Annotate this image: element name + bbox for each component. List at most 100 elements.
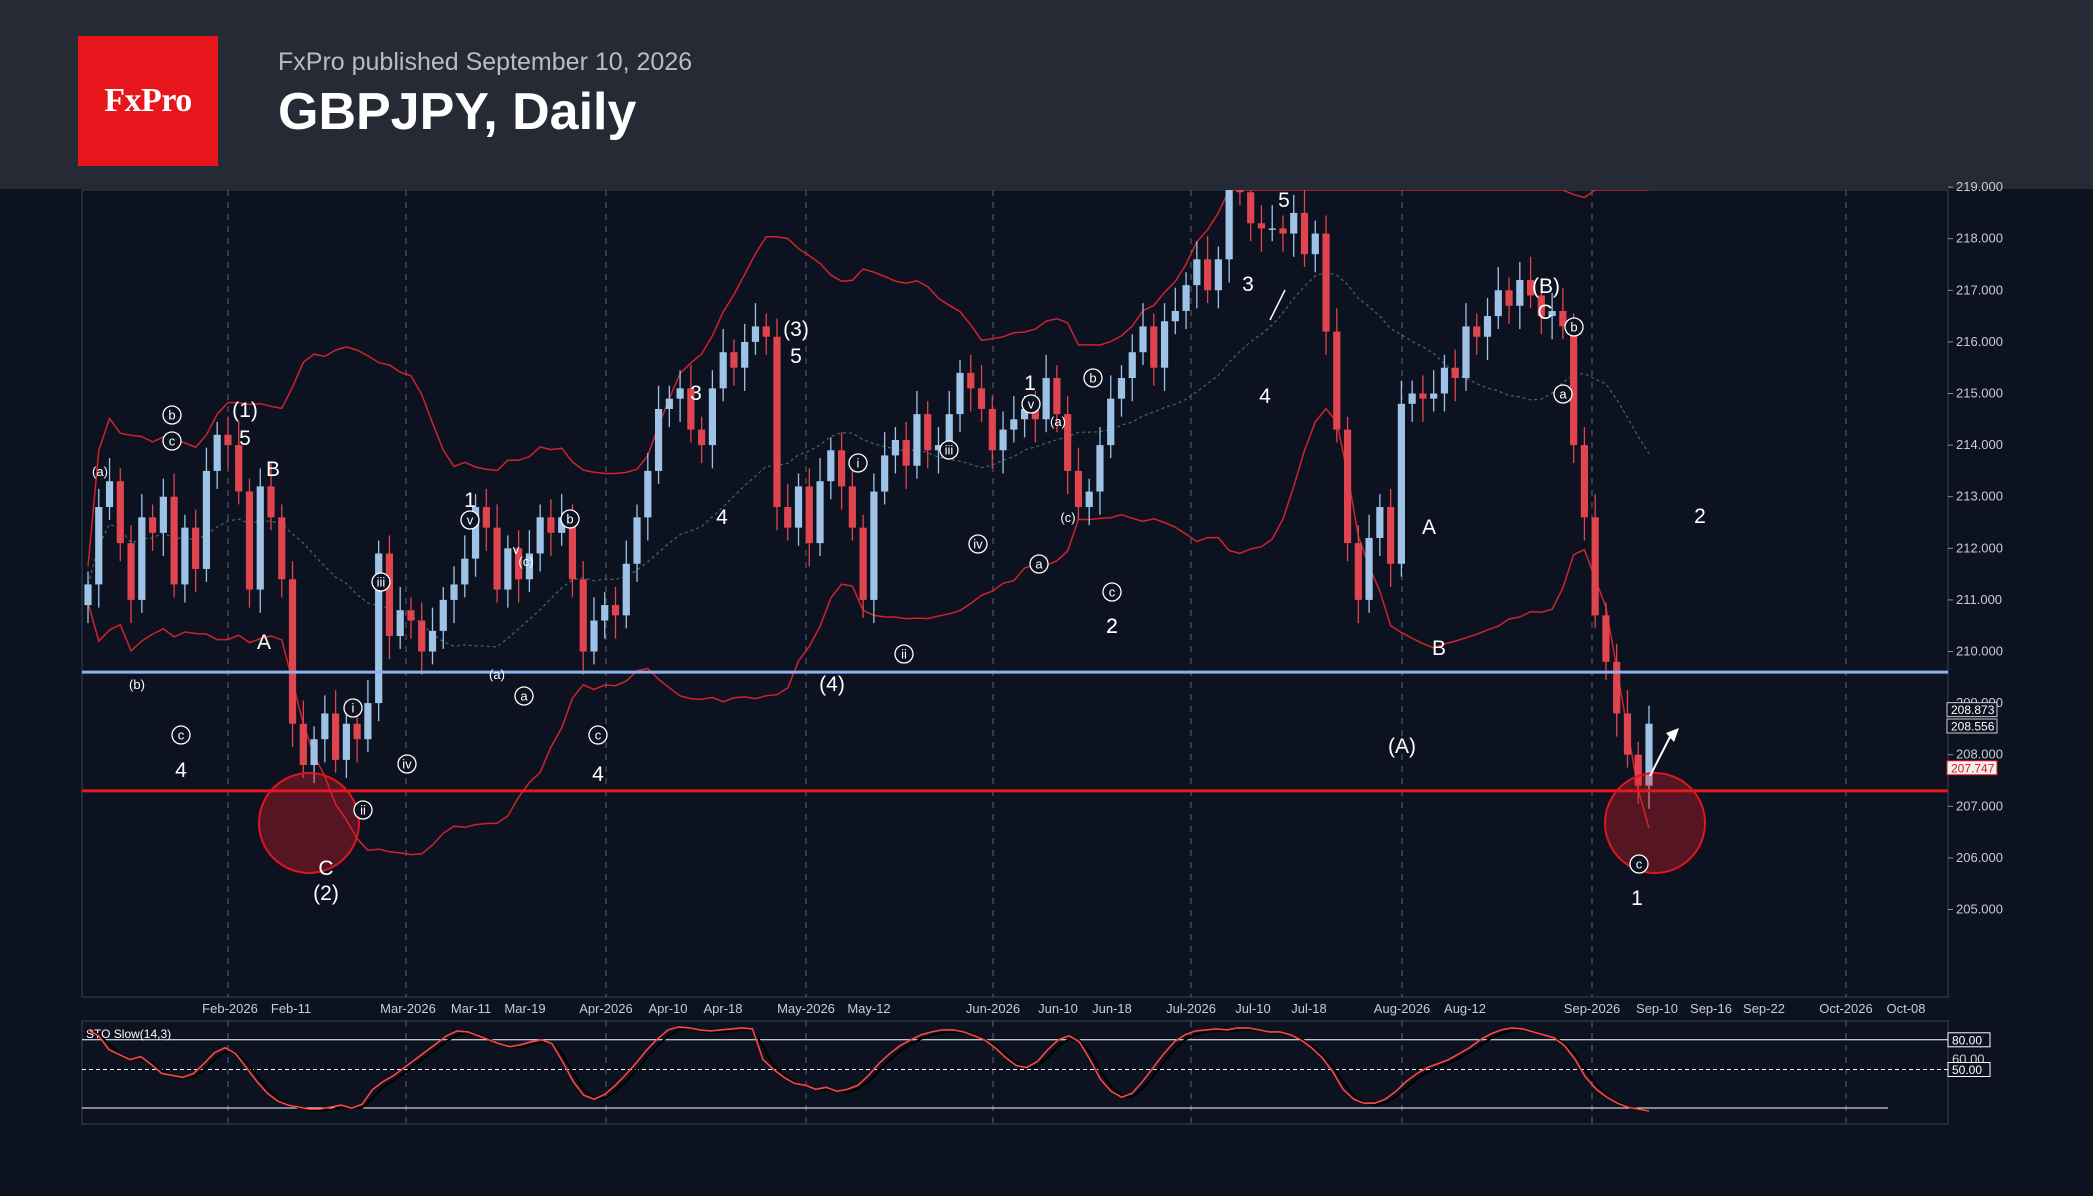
circled-wave-label: iii (939, 440, 959, 460)
wave-circle (162, 431, 182, 451)
circled-wave-label: i (343, 698, 363, 718)
wave-circle (1553, 384, 1573, 404)
candle (1602, 615, 1610, 662)
candle (1010, 419, 1018, 430)
wave-circle (397, 754, 417, 774)
candle (1204, 259, 1212, 291)
y-tick-label: 215.000 (1956, 386, 2003, 401)
candle (192, 527, 200, 569)
wave-circle (1629, 854, 1649, 874)
wave-circle-text: iii (377, 575, 386, 590)
candle (396, 610, 404, 637)
candle (1365, 537, 1373, 600)
candle (1053, 378, 1061, 415)
candle (1268, 228, 1276, 230)
candle (1300, 212, 1309, 255)
candle (870, 491, 878, 600)
x-tick-label: May-12 (847, 1001, 890, 1016)
circled-wave-label: b (1083, 368, 1103, 388)
candle (913, 414, 921, 466)
wave-label: 2 (1106, 615, 1118, 638)
circled-wave-label: i (848, 453, 868, 473)
wave-label: B (266, 458, 280, 481)
candle (84, 584, 92, 606)
candle (568, 517, 577, 580)
circled-wave-label: c (588, 725, 608, 745)
candle (213, 434, 221, 471)
candle (924, 414, 932, 451)
wave-label: 5 (1278, 189, 1290, 212)
wave-label: (3) (783, 318, 809, 341)
projection-arrow (1649, 732, 1673, 777)
candle (805, 486, 813, 544)
candle (493, 527, 501, 590)
candle (278, 517, 286, 580)
circled-wave-label: iv (968, 534, 988, 554)
x-tick-label: Jun-18 (1092, 1001, 1132, 1016)
candle (407, 610, 415, 621)
candle (794, 486, 803, 528)
wave-circle (371, 572, 391, 592)
wave-circle-text: a (1559, 387, 1567, 402)
candle (902, 439, 910, 466)
candle (116, 481, 124, 544)
x-tick-label: May-2026 (777, 1001, 835, 1016)
plot-frame (81, 189, 1949, 998)
candle (1526, 279, 1535, 296)
trend-arrow (1269, 289, 1286, 321)
candle (579, 579, 587, 652)
wave-label: 3 (1242, 273, 1254, 296)
x-tick-label: Aug-2026 (1374, 1001, 1430, 1016)
wave-label: C (1537, 301, 1552, 324)
candle (127, 543, 135, 600)
wave-circle (1021, 394, 1041, 414)
candle (224, 434, 232, 446)
candle (1150, 326, 1158, 368)
candle (719, 352, 727, 389)
circled-wave-label: c (171, 725, 191, 745)
wave-label: 1 (1631, 887, 1643, 910)
candle (1494, 290, 1502, 317)
chart-title: GBPJPY, Daily (278, 83, 637, 141)
wave-circle-text: iv (973, 537, 983, 552)
wave-label: (A) (1388, 735, 1416, 758)
candle (1430, 393, 1438, 399)
candle (461, 558, 469, 585)
x-tick-label: Sep-22 (1743, 1001, 1785, 1016)
wave-circle (560, 509, 580, 529)
wave-label: (2) (313, 882, 339, 905)
candle (698, 429, 706, 446)
candle (654, 408, 663, 471)
wave-circle-text: v (1028, 397, 1035, 412)
wave-label: (B) (1532, 275, 1560, 298)
candle (1354, 543, 1362, 600)
candle (181, 527, 189, 585)
candle (1343, 429, 1352, 544)
y-tick-label: 210.000 (1956, 644, 2003, 659)
price-tag-label: 208.873 (1951, 703, 1995, 717)
wave-label: 2 (1106, 615, 1118, 638)
candle (1623, 713, 1632, 755)
candle (267, 486, 275, 518)
wave-circle-text: b (1089, 371, 1096, 386)
candle (310, 739, 318, 766)
candle (1397, 403, 1405, 564)
candle (1182, 285, 1190, 311)
circled-wave-label: b (560, 509, 580, 529)
candle (687, 388, 695, 430)
candle (1613, 661, 1621, 714)
x-tick-label: Jul-2026 (1166, 1001, 1216, 1016)
x-tick-label: Mar-11 (451, 1001, 491, 1016)
wave-label: 1 (464, 489, 476, 512)
candle (859, 527, 867, 600)
candle (1214, 259, 1222, 291)
x-tick-label: Feb-2026 (202, 1001, 258, 1016)
candle (375, 553, 383, 704)
candle (956, 372, 964, 415)
candle (751, 326, 760, 342)
candle (676, 388, 684, 399)
candle (1419, 393, 1427, 399)
circled-wave-label: b (1564, 317, 1584, 337)
projection-arrow-head (1666, 728, 1679, 742)
